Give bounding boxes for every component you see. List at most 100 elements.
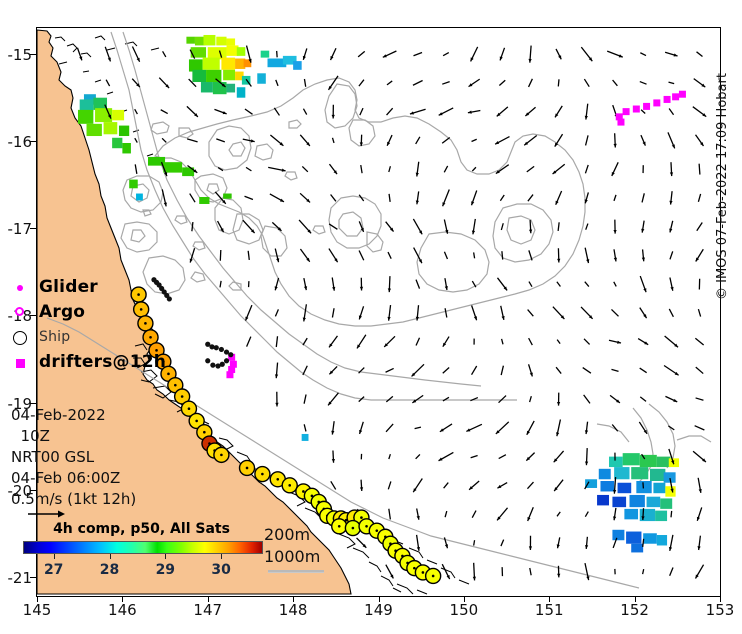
current-vector-head <box>438 112 443 116</box>
current-vector <box>358 194 365 202</box>
current-vector <box>639 396 647 402</box>
ship-marker-center <box>245 466 249 470</box>
current-vector-head <box>643 429 648 434</box>
current-vector-head <box>222 199 226 204</box>
current-vector-head <box>556 544 560 549</box>
current-vector-head <box>701 83 706 88</box>
current-vector <box>528 337 533 346</box>
current-vector-head <box>438 457 443 461</box>
current-vector <box>244 195 254 201</box>
current-vector <box>302 365 308 376</box>
current-vector-head <box>359 286 364 291</box>
argo-circle-icon <box>9 301 35 326</box>
sst-pixel <box>188 59 203 72</box>
current-vector-head <box>702 113 707 117</box>
drifter-square-icon <box>9 351 35 376</box>
map-plot-area[interactable] <box>36 27 721 597</box>
current-vector-head <box>529 372 533 377</box>
x-tick-label: 146 <box>108 601 137 619</box>
current-vector <box>444 510 448 518</box>
current-vector <box>470 396 479 402</box>
ship-marker-center <box>365 525 368 528</box>
current-vector <box>388 166 392 173</box>
current-vector-head <box>469 486 473 490</box>
y-tick-mark <box>30 489 36 491</box>
current-vector <box>583 394 591 404</box>
current-vector-head <box>556 432 560 437</box>
current-vector <box>245 78 252 87</box>
current-vector-head <box>362 544 367 548</box>
sst-pixel <box>629 494 645 508</box>
current-vector-head <box>499 56 503 61</box>
current-vector <box>217 167 224 172</box>
current-vector <box>695 397 704 401</box>
current-vector-head <box>329 370 334 375</box>
current-vector-head <box>279 198 284 202</box>
current-vector <box>695 366 704 375</box>
current-vector <box>219 249 222 261</box>
y-tick-mark <box>30 54 36 56</box>
current-vector <box>584 135 589 146</box>
colorbar-tick <box>109 554 111 559</box>
current-vector-head <box>495 141 500 145</box>
current-vector <box>668 308 674 318</box>
ship-marker-center <box>139 308 143 311</box>
sst-pixel <box>631 543 644 553</box>
sst-pixel <box>639 508 656 522</box>
current-vector <box>471 510 477 518</box>
ship-marker-center <box>375 529 379 532</box>
current-vector-head <box>384 343 388 347</box>
legend-label-drifters: drifters@12h <box>39 352 167 372</box>
current-vector <box>441 136 451 144</box>
current-vector <box>668 108 675 116</box>
x-tick-label: 152 <box>620 601 649 619</box>
current-vector <box>415 136 421 145</box>
current-vector-head <box>418 230 423 235</box>
current-vector <box>471 166 477 172</box>
current-vector <box>443 482 449 489</box>
current-vector-head <box>412 399 417 403</box>
current-vector-head <box>503 286 508 291</box>
current-vector-head <box>670 488 674 493</box>
current-vector <box>500 365 505 376</box>
drifter-marker <box>632 105 640 113</box>
current-vector <box>358 250 365 261</box>
x-tick-mark <box>378 596 380 602</box>
current-vector <box>583 338 591 345</box>
current-vector-head <box>165 84 170 89</box>
y-tick-label: -17 <box>7 220 33 239</box>
annotation-time: 10Z <box>11 427 50 445</box>
sst-pixel <box>182 167 195 177</box>
sst-pixel <box>614 467 630 480</box>
current-vector-head <box>557 573 561 578</box>
current-vector-head <box>586 259 590 264</box>
current-vector-head <box>671 144 675 149</box>
current-vector <box>471 138 477 143</box>
current-vector <box>694 425 705 431</box>
ship-marker-center <box>144 322 147 325</box>
current-vector-head <box>618 54 623 58</box>
ship-marker-center <box>220 453 223 457</box>
current-vector-head <box>528 229 533 234</box>
sst-pixel <box>216 36 227 46</box>
current-vector <box>385 395 394 403</box>
current-vector-head <box>331 430 335 435</box>
sst-pixel <box>206 69 222 83</box>
current-vector <box>500 338 504 345</box>
current-vector <box>388 508 392 520</box>
glider-marker <box>223 349 230 355</box>
y-tick-label: -15 <box>7 46 33 65</box>
ship-marker-center <box>149 335 152 339</box>
current-vector-head <box>222 111 227 115</box>
sst-pixel <box>118 125 130 137</box>
current-vector-head <box>356 344 361 349</box>
glider-marker <box>228 352 234 358</box>
current-vector <box>415 337 421 346</box>
current-vector-head <box>586 576 590 581</box>
colorbar-ticks <box>14 554 269 562</box>
current-vector <box>358 367 365 374</box>
current-vector <box>386 80 393 86</box>
current-vector <box>557 222 560 231</box>
sst-pixel <box>186 36 195 44</box>
y-tick-label: -21 <box>7 568 33 587</box>
